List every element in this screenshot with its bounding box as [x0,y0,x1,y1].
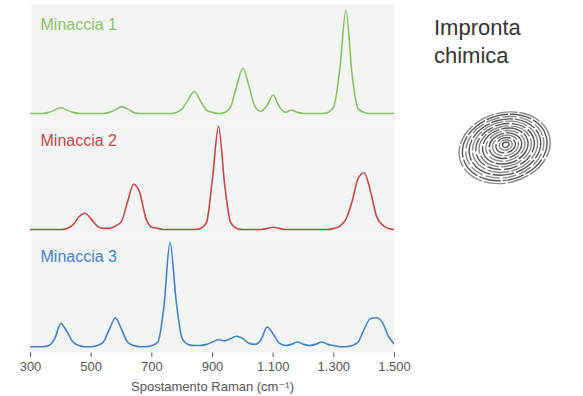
svg-text:Spostamento Raman (cm⁻¹): Spostamento Raman (cm⁻¹) [131,379,294,394]
svg-text:1.500: 1.500 [378,359,411,374]
svg-text:Minaccia 1: Minaccia 1 [41,16,118,33]
svg-text:900: 900 [202,359,224,374]
svg-text:Minaccia 2: Minaccia 2 [41,132,118,149]
svg-text:700: 700 [141,359,163,374]
svg-text:1.100: 1.100 [257,359,290,374]
svg-text:Minaccia 3: Minaccia 3 [41,248,118,265]
html-text:Impronta chimica: Impronta chimica [434,15,521,68]
svg-text:1.300: 1.300 [318,359,351,374]
svg-text:500: 500 [80,359,102,374]
svg-text:300: 300 [20,359,42,374]
